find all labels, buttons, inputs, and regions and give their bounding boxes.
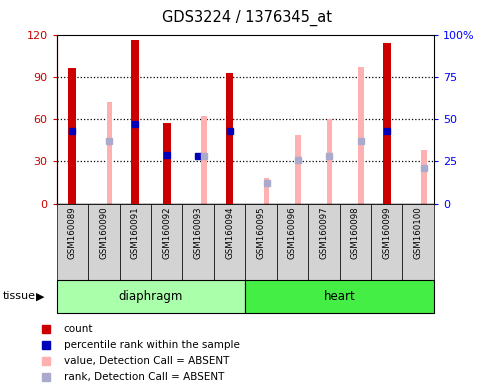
Bar [119, 204, 151, 280]
Text: GSM160091: GSM160091 [131, 207, 140, 259]
Bar [226, 73, 234, 204]
Bar [340, 204, 371, 280]
Bar [69, 68, 76, 204]
Bar [358, 67, 364, 204]
Bar [57, 280, 245, 313]
Text: value, Detection Call = ABSENT: value, Detection Call = ABSENT [64, 356, 229, 366]
Text: diaphragm: diaphragm [119, 290, 183, 303]
Bar [214, 204, 246, 280]
Bar [201, 116, 207, 204]
Text: GSM160098: GSM160098 [351, 207, 360, 259]
Bar [245, 204, 277, 280]
Text: GSM160093: GSM160093 [194, 207, 203, 259]
Text: GSM160096: GSM160096 [288, 207, 297, 259]
Text: GSM160097: GSM160097 [319, 207, 328, 259]
Text: rank, Detection Call = ABSENT: rank, Detection Call = ABSENT [64, 372, 224, 382]
Bar [245, 280, 434, 313]
Bar [264, 178, 270, 204]
Bar [151, 204, 182, 280]
Bar [327, 119, 332, 204]
Bar [371, 204, 402, 280]
Text: percentile rank within the sample: percentile rank within the sample [64, 340, 240, 350]
Bar [277, 204, 308, 280]
Text: GSM160094: GSM160094 [225, 207, 234, 259]
Text: ▶: ▶ [35, 291, 44, 301]
Text: GSM160100: GSM160100 [414, 207, 423, 259]
Text: GSM160089: GSM160089 [68, 207, 77, 259]
Text: GSM160099: GSM160099 [382, 207, 391, 259]
Bar [308, 204, 340, 280]
Text: count: count [64, 324, 93, 334]
Bar [106, 102, 112, 204]
Text: GDS3224 / 1376345_at: GDS3224 / 1376345_at [162, 10, 331, 26]
Bar [402, 204, 434, 280]
Bar [88, 204, 119, 280]
Bar [295, 134, 301, 204]
Bar [57, 204, 88, 280]
Bar [421, 150, 426, 204]
Text: heart: heart [324, 290, 355, 303]
Text: tissue: tissue [2, 291, 35, 301]
Text: GSM160092: GSM160092 [162, 207, 171, 259]
Bar [163, 123, 171, 204]
Bar [383, 43, 390, 204]
Text: GSM160090: GSM160090 [99, 207, 108, 259]
Text: GSM160095: GSM160095 [256, 207, 266, 259]
Bar [182, 204, 214, 280]
Bar [131, 40, 139, 204]
